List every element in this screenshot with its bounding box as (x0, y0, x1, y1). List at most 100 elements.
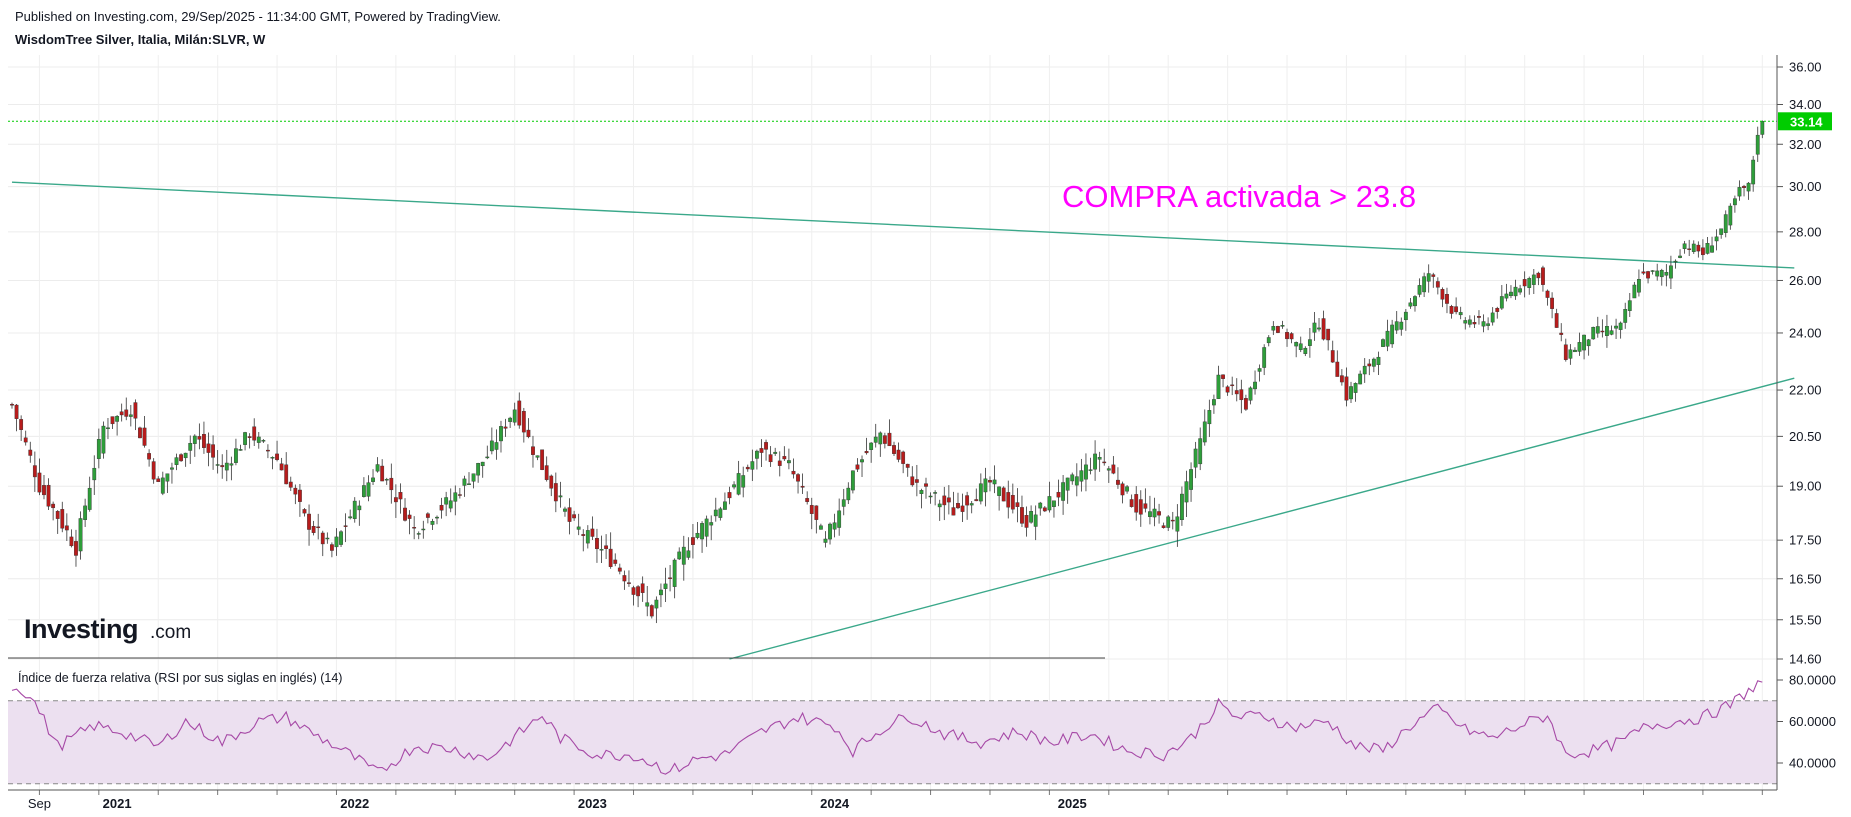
axes: 36.00 34.00 32.00 30.00 28.00 26.00 24.00 22.00… (8, 60, 1836, 811)
candle-body (1038, 502, 1043, 509)
candle-body (718, 508, 723, 518)
candle-body (1536, 272, 1541, 279)
candle-body (1339, 375, 1344, 383)
grid (8, 55, 1777, 790)
candle-body (1669, 265, 1673, 279)
candle-body (960, 505, 965, 512)
candle-body (937, 503, 942, 508)
trendline-support (729, 377, 1795, 660)
price-tick-label: 30.00 (1789, 179, 1822, 194)
candle-body (174, 457, 179, 465)
price-tick-label: 17.50 (1789, 533, 1822, 548)
candle-body (965, 495, 970, 506)
candle-body (1623, 309, 1628, 323)
candle-body (485, 456, 490, 459)
candle-body (1166, 516, 1171, 528)
candle-body (266, 449, 270, 452)
candle-body (585, 530, 590, 544)
candle-body (978, 483, 983, 502)
candle-body (320, 532, 325, 545)
candles (10, 120, 1765, 624)
candle-body (412, 527, 417, 529)
candle-body (1116, 479, 1120, 485)
candle-body (759, 448, 764, 453)
candle-body (1266, 337, 1271, 344)
candle-body (1755, 134, 1760, 155)
candle-body (1586, 339, 1591, 347)
price-tick-label: 14.60 (1789, 652, 1822, 667)
candle-body (252, 426, 257, 441)
candle-body (279, 463, 284, 471)
candle-body (1618, 322, 1623, 330)
candle-body (1312, 322, 1317, 333)
candle-body (1088, 469, 1093, 471)
candle-body (457, 494, 462, 496)
candle-body (1605, 326, 1609, 336)
candle-body (28, 449, 33, 456)
candle-body (627, 582, 631, 584)
candle-body (366, 482, 371, 497)
candle-body (1435, 281, 1440, 288)
candle-body (74, 541, 78, 556)
candle-body (179, 454, 183, 462)
candle-body (1189, 469, 1193, 490)
candle-body (1061, 482, 1066, 501)
candle-body (654, 599, 659, 609)
candle-body (1125, 486, 1129, 492)
candle-body (284, 464, 289, 485)
candle-body (1582, 334, 1586, 351)
candle-body (563, 508, 567, 512)
candle-body (110, 416, 115, 425)
candle-body (215, 464, 220, 466)
candle-body (444, 497, 449, 505)
candle-body (1467, 319, 1472, 325)
time-tick-label: 2022 (340, 796, 369, 811)
candle-body (1518, 288, 1523, 293)
candle-body (1522, 279, 1527, 287)
candle-body (814, 505, 819, 520)
candle-body (1198, 438, 1203, 465)
candle-body (1230, 384, 1235, 387)
candle-body (1033, 514, 1038, 527)
candle-body (1042, 507, 1047, 512)
candle-body (142, 427, 147, 446)
candle-body (1614, 325, 1618, 329)
candle-body (1344, 376, 1349, 401)
candle-body (1134, 494, 1139, 513)
candle-body (892, 445, 896, 454)
candle-body (243, 432, 247, 445)
candle-body (1472, 322, 1477, 325)
candle-body (325, 537, 330, 540)
candle-body (334, 536, 339, 548)
price-tick-label: 19.00 (1789, 479, 1822, 494)
candle-body (1248, 387, 1253, 401)
candle-body (384, 479, 389, 481)
candle-body (1303, 347, 1308, 354)
candle-body (704, 518, 709, 537)
candle-body (850, 470, 855, 491)
candle-body (956, 503, 960, 509)
candle-body (1358, 373, 1363, 385)
candle-body (1376, 356, 1381, 365)
candle-body (220, 465, 225, 468)
candle-body (1426, 273, 1431, 282)
candle-body (430, 521, 435, 525)
instrument-title: WisdomTree Silver, Italia, Milán:SLVR, W (15, 32, 266, 47)
candle-body (572, 514, 577, 519)
published-line: Published on Investing.com, 29/Sep/2025 … (15, 9, 501, 24)
candle-body (882, 435, 887, 444)
candle-body (928, 495, 933, 498)
candle-body (1399, 321, 1404, 330)
candle-body (275, 453, 279, 461)
candle-body (1221, 374, 1225, 379)
candle-body (1006, 492, 1011, 508)
candle-body (942, 495, 947, 506)
candle-body (805, 498, 810, 502)
candle-body (224, 462, 229, 471)
time-tick-label: 2021 (103, 796, 132, 811)
candle-body (1349, 386, 1353, 400)
candle-body (823, 538, 828, 543)
candle-body (1234, 390, 1239, 395)
candle-body (1170, 519, 1175, 522)
